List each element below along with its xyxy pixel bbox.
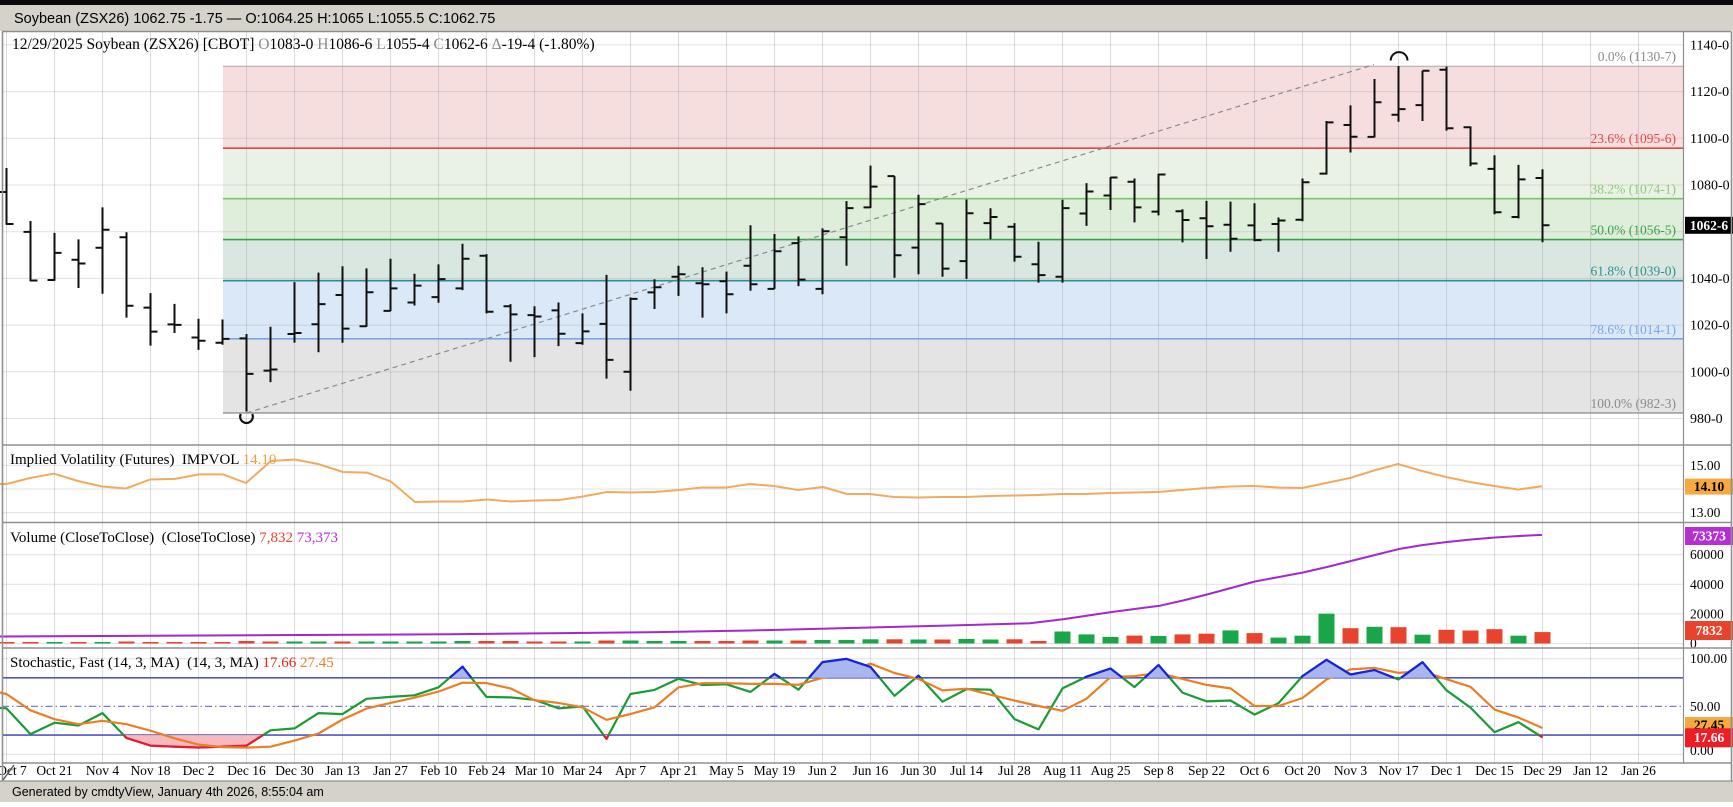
svg-text:Jan 27: Jan 27 — [373, 763, 408, 778]
svg-text:Nov 18: Nov 18 — [130, 763, 170, 778]
svg-text:100.0% (982-3): 100.0% (982-3) — [1591, 396, 1676, 411]
svg-text:Apr 21: Apr 21 — [660, 763, 698, 778]
svg-text:May 5: May 5 — [709, 763, 744, 778]
svg-text:Mar 24: Mar 24 — [563, 763, 603, 778]
svg-text:Apr 7: Apr 7 — [615, 763, 646, 778]
svg-text:0: 0 — [1690, 636, 1697, 651]
svg-text:Dec 2: Dec 2 — [183, 763, 215, 778]
svg-text:Jun 16: Jun 16 — [853, 763, 889, 778]
svg-text:50.0% (1056-5): 50.0% (1056-5) — [1591, 223, 1676, 238]
svg-text:13.00: 13.00 — [1690, 505, 1721, 520]
svg-text:Jan 13: Jan 13 — [325, 763, 360, 778]
svg-text:50.00: 50.00 — [1690, 699, 1721, 714]
svg-text:Jul 14: Jul 14 — [950, 763, 983, 778]
svg-text:73373: 73373 — [1692, 529, 1726, 544]
svg-text:Dec 30: Dec 30 — [275, 763, 314, 778]
svg-text:Jun 2: Jun 2 — [808, 763, 837, 778]
svg-text:40000: 40000 — [1690, 577, 1724, 592]
svg-text:May 19: May 19 — [754, 763, 796, 778]
svg-text:Oct 21: Oct 21 — [36, 763, 72, 778]
svg-text:1020-0: 1020-0 — [1690, 319, 1730, 334]
svg-text:Sep 22: Sep 22 — [1188, 763, 1225, 778]
svg-text:7832: 7832 — [1696, 623, 1723, 638]
svg-text:1000-0: 1000-0 — [1690, 365, 1730, 380]
svg-text:Soybean (ZSX26) 1062.75 -1.75: Soybean (ZSX26) 1062.75 -1.75 — O:1064.2… — [14, 11, 495, 27]
svg-text:1100-0: 1100-0 — [1690, 132, 1729, 147]
svg-text:Dec 1: Dec 1 — [1431, 763, 1463, 778]
svg-text:Feb 24: Feb 24 — [468, 763, 505, 778]
svg-text:1120-0: 1120-0 — [1690, 85, 1729, 100]
svg-text:Oct 6: Oct 6 — [1240, 763, 1270, 778]
svg-text:Jan 12: Jan 12 — [1573, 763, 1608, 778]
svg-text:1040-0: 1040-0 — [1690, 272, 1730, 287]
svg-text:60000: 60000 — [1690, 547, 1724, 562]
svg-text:Dec 29: Dec 29 — [1523, 763, 1562, 778]
svg-text:17.66: 17.66 — [1694, 730, 1725, 745]
svg-text:23.6% (1095-6): 23.6% (1095-6) — [1591, 131, 1676, 146]
svg-text:Nov 3: Nov 3 — [1334, 763, 1368, 778]
svg-text:Feb 10: Feb 10 — [420, 763, 457, 778]
svg-text:Implied Volatility (Futures): Implied Volatility (Futures) IMPVOL 14.1… — [10, 452, 276, 468]
svg-text:1062-6: 1062-6 — [1690, 218, 1728, 233]
svg-text:Nov 17: Nov 17 — [1378, 763, 1418, 778]
svg-text:Volume (CloseToClose) (CloseT: Volume (CloseToClose) (CloseToClose) 7,8… — [10, 530, 338, 546]
svg-text:980-0: 980-0 — [1690, 412, 1723, 427]
svg-text:12/29/2025 Soybean (ZSX26) [CB: 12/29/2025 Soybean (ZSX26) [CBOT] O1083-… — [12, 36, 595, 53]
svg-text:Stochastic, Fast (14, 3, MA): Stochastic, Fast (14, 3, MA) (14, 3, MA)… — [10, 655, 334, 671]
svg-text:Generated by cmdtyView, Januar: Generated by cmdtyView, January 4th 2026… — [12, 785, 324, 799]
svg-text:Dec 15: Dec 15 — [1475, 763, 1514, 778]
svg-text:Jan 26: Jan 26 — [1621, 763, 1656, 778]
svg-text:Aug 11: Aug 11 — [1043, 763, 1083, 778]
svg-text:Dec 16: Dec 16 — [227, 763, 266, 778]
svg-text:Sep 8: Sep 8 — [1143, 763, 1174, 778]
svg-text:15.00: 15.00 — [1690, 458, 1721, 473]
svg-text:Mar 10: Mar 10 — [515, 763, 555, 778]
svg-text:Aug 25: Aug 25 — [1090, 763, 1130, 778]
svg-text:0.0% (1130-7): 0.0% (1130-7) — [1598, 49, 1676, 64]
svg-text:Jul 28: Jul 28 — [998, 763, 1031, 778]
svg-text:100.00: 100.00 — [1690, 651, 1727, 666]
svg-text:20000: 20000 — [1690, 606, 1724, 621]
svg-text:61.8% (1039-0): 61.8% (1039-0) — [1591, 264, 1676, 279]
svg-text:1140-0: 1140-0 — [1690, 38, 1729, 53]
svg-text:38.2% (1074-1): 38.2% (1074-1) — [1591, 182, 1676, 197]
svg-text:Oct 20: Oct 20 — [1284, 763, 1321, 778]
svg-text:78.6% (1014-1): 78.6% (1014-1) — [1591, 322, 1676, 337]
svg-text:Nov 4: Nov 4 — [86, 763, 120, 778]
svg-text:1080-0: 1080-0 — [1690, 179, 1730, 194]
svg-text:Jun 30: Jun 30 — [901, 763, 937, 778]
svg-text:14.10: 14.10 — [1694, 479, 1725, 494]
